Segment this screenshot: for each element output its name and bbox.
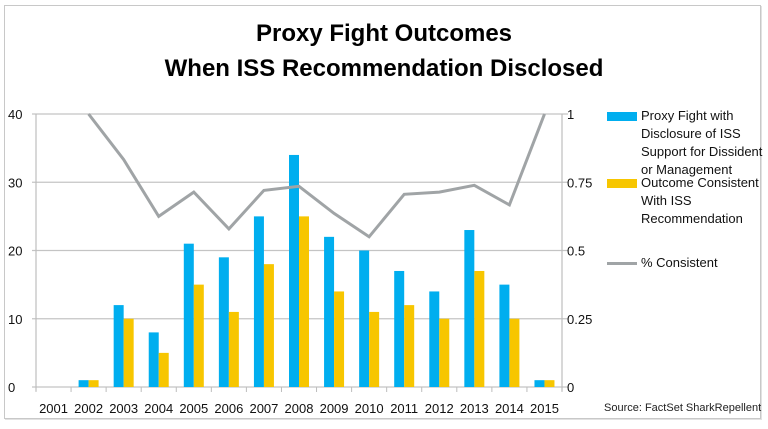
bar-outcome-consistent [404,305,415,387]
source-note: Source: FactSet SharkRepellent [604,402,762,414]
bar-proxy-fight [429,291,440,387]
right-axis-tick-label: 0.25 [567,312,592,327]
x-axis-tick-label: 2002 [74,401,103,416]
right-axis-tick-label: 0.75 [567,175,592,190]
left-axis-tick-label: 30 [8,175,22,190]
x-axis-tick-label: 2006 [214,401,243,416]
legend-item-proxy-fight: Proxy Fight with Disclosure of ISS Suppo… [607,107,767,179]
bar-outcome-consistent [334,291,345,387]
left-axis-tick-label: 20 [8,244,22,259]
bar-outcome-consistent [123,318,134,387]
x-axis-tick-label: 2004 [144,401,173,416]
legend: Proxy Fight with Disclosure of ISS Suppo… [607,107,767,272]
left-axis-tick-label: 10 [8,312,22,327]
x-axis-tick-label: 2001 [39,401,68,416]
x-axis-tick-label: 2010 [355,401,384,416]
bar-outcome-consistent [263,264,274,387]
line-series [87,113,546,239]
x-axis-tick-label: 2014 [495,401,524,416]
bar-proxy-fight [324,236,335,387]
right-axis-tick-label: 1 [567,107,574,122]
right-axis-tick-label: 0 [567,380,574,395]
bar-proxy-fight [183,243,194,387]
bar-outcome-consistent [299,216,309,387]
right-axis-tick-label: 0.5 [567,244,585,259]
bar-proxy-fight [499,284,510,387]
bar-proxy-fight [253,216,264,387]
legend-item-outcome-consistent: Outcome Consistent With ISS Recommendati… [607,174,767,228]
x-axis-tick-label: 2013 [460,401,489,416]
bar-outcome-consistent [509,318,520,387]
x-axis-tick-label: 2003 [109,401,138,416]
legend-swatch-gray-line [607,262,637,265]
x-axis-tick-label: 2009 [320,401,349,416]
axes: 0 0 10 0.25 20 0.5 30 0.75 40 1 2001 2002 2003 2004 20… [8,107,592,416]
bar-series [78,154,555,387]
x-axis-tick-label: 2015 [530,401,559,416]
bar-proxy-fight [359,250,370,387]
legend-swatch-yellow [607,179,637,188]
bar-outcome-consistent [158,352,169,387]
x-axis-tick-label: 2011 [390,401,418,416]
legend-item-pct-consistent: % Consistent [607,254,767,272]
bar-proxy-fight [394,270,405,387]
bar-outcome-consistent [474,270,485,387]
bar-outcome-consistent [369,311,380,387]
legend-swatch-blue [607,112,637,121]
bar-proxy-fight [148,332,159,387]
x-axis-tick-label: 2005 [179,401,208,416]
left-axis-tick-label: 40 [8,107,22,122]
bar-proxy-fight [289,154,299,387]
bar-proxy-fight [464,230,475,387]
bar-outcome-consistent [193,284,204,387]
line-pct-consistent [87,113,546,239]
x-axis-tick-label: 2008 [285,401,314,416]
left-axis-tick-label: 0 [8,380,15,395]
bar-outcome-consistent [228,311,239,387]
bar-outcome-consistent [439,318,450,387]
bar-proxy-fight [218,257,229,387]
chart-frame [4,5,761,419]
x-axis-tick-label: 2012 [425,401,454,416]
bar-outcome-consistent [88,380,99,387]
bar-proxy-fight [113,305,124,387]
x-axis-tick-label: 2007 [249,401,278,416]
chart-title-line-1: Proxy Fight Outcomes [255,20,513,47]
bar-proxy-fight [534,380,545,387]
bar-proxy-fight [78,380,89,387]
bar-outcome-consistent [544,380,555,387]
chart-title-line-2: When ISS Recommendation Disclosed [164,55,604,82]
